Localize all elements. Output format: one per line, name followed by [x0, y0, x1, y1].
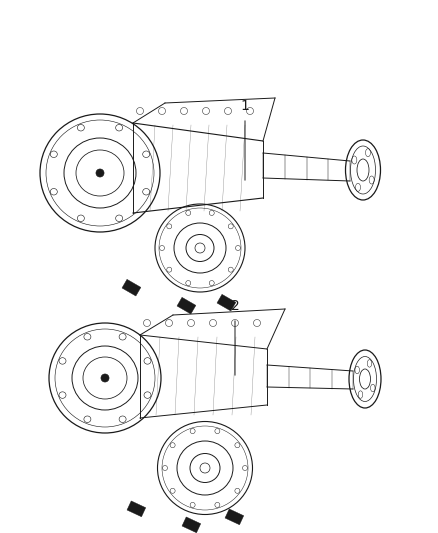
Text: 2: 2 — [231, 299, 240, 313]
Ellipse shape — [96, 169, 104, 177]
Bar — [122, 279, 141, 296]
Text: 1: 1 — [240, 99, 249, 113]
Ellipse shape — [200, 463, 210, 473]
Bar — [182, 517, 201, 533]
Bar — [225, 509, 244, 525]
Ellipse shape — [101, 374, 109, 382]
Bar — [217, 294, 236, 311]
Bar — [127, 501, 146, 517]
Bar — [177, 297, 196, 314]
Ellipse shape — [195, 243, 205, 253]
